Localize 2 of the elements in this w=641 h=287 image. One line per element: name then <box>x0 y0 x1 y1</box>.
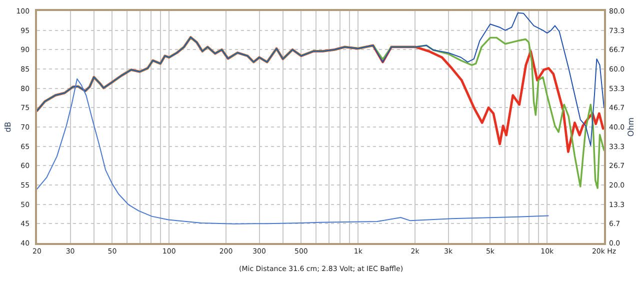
y-axis-title: dB <box>3 122 12 132</box>
y2-axis-title: Ohm <box>626 117 636 137</box>
